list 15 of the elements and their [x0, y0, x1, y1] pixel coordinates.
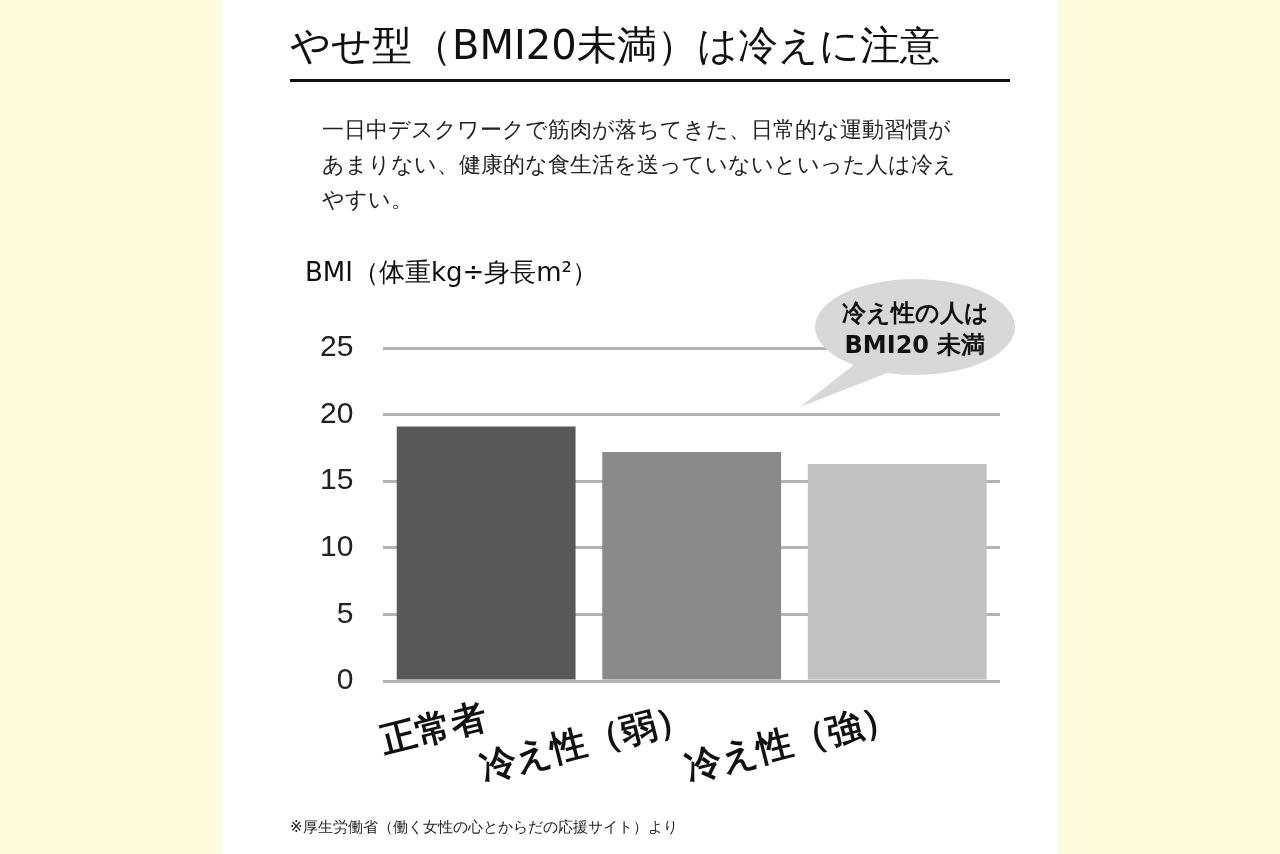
- bar: [807, 463, 987, 680]
- y-tick-label: 20: [319, 395, 354, 429]
- text: ※厚生労働省（働く女性の心とからだの応援サイト）より: [290, 818, 678, 837]
- y-tick-label: 10: [319, 529, 354, 563]
- y-tick-label: 25: [319, 329, 354, 363]
- chart-subtitle: 一日中デスクワークで筋肉が落ちてきた、日常的な運動習慣があまりない、健康的な食生活を送っていないといった人は冷えやすい。: [322, 116, 957, 214]
- bar: [602, 451, 782, 680]
- x-tick-label: 冷え性（強）: [681, 695, 902, 788]
- y-tick-label: 5: [336, 595, 354, 629]
- y-axis-title: BMI（体重kg÷身長m²）: [305, 256, 599, 289]
- y-tick-label: 0: [336, 662, 354, 696]
- y-tick-label: 15: [319, 462, 354, 496]
- chart-title: やせ型（BMI20未満）は冷えに注意: [290, 18, 1010, 82]
- annotation: 冷え性の人は BMI20 未満: [840, 298, 990, 361]
- bar: [396, 426, 576, 680]
